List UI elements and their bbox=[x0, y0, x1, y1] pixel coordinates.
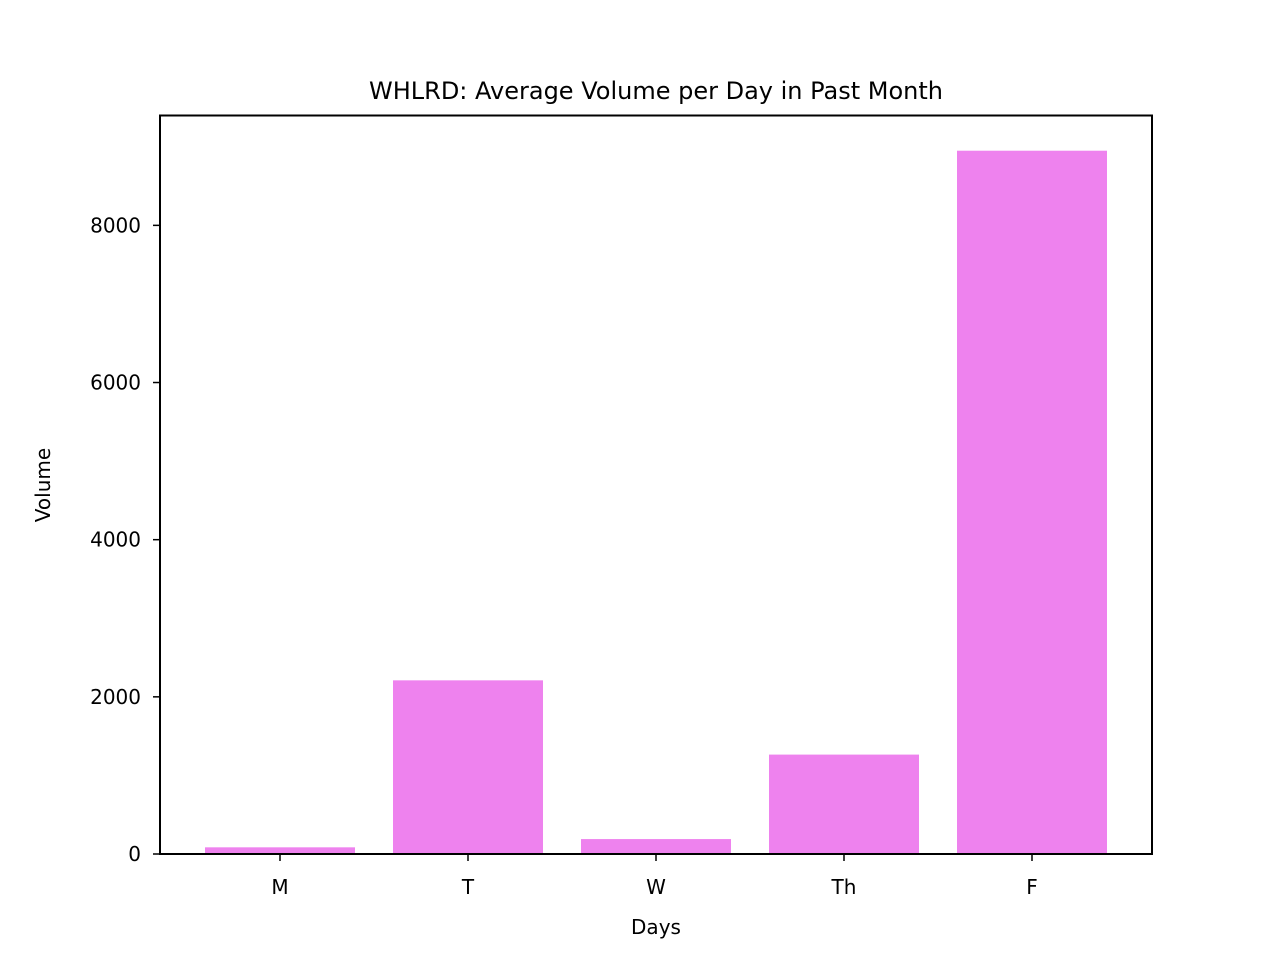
bar-m bbox=[205, 847, 355, 854]
x-tick-label: Th bbox=[831, 875, 857, 899]
y-tick-label: 8000 bbox=[90, 213, 141, 237]
chart-title: WHLRD: Average Volume per Day in Past Mo… bbox=[369, 77, 943, 105]
y-tick-label: 0 bbox=[128, 842, 141, 866]
y-tick-label: 4000 bbox=[90, 528, 141, 552]
y-tick-label: 6000 bbox=[90, 371, 141, 395]
bar-th bbox=[769, 754, 919, 854]
x-axis-ticks: M T W Th F bbox=[271, 854, 1038, 899]
x-tick-label: F bbox=[1026, 875, 1038, 899]
bar-w bbox=[581, 839, 731, 854]
y-axis-ticks: 0 2000 4000 6000 8000 bbox=[90, 213, 160, 866]
bars-layer bbox=[205, 150, 1107, 854]
y-tick-label: 2000 bbox=[90, 685, 141, 709]
bar-f bbox=[957, 150, 1107, 854]
bar-t bbox=[393, 680, 543, 854]
x-axis-label: Days bbox=[631, 915, 681, 939]
y-axis-label: Volume bbox=[31, 448, 55, 522]
x-tick-label: M bbox=[271, 875, 288, 899]
x-tick-label: T bbox=[461, 875, 475, 899]
x-tick-label: W bbox=[646, 875, 666, 899]
